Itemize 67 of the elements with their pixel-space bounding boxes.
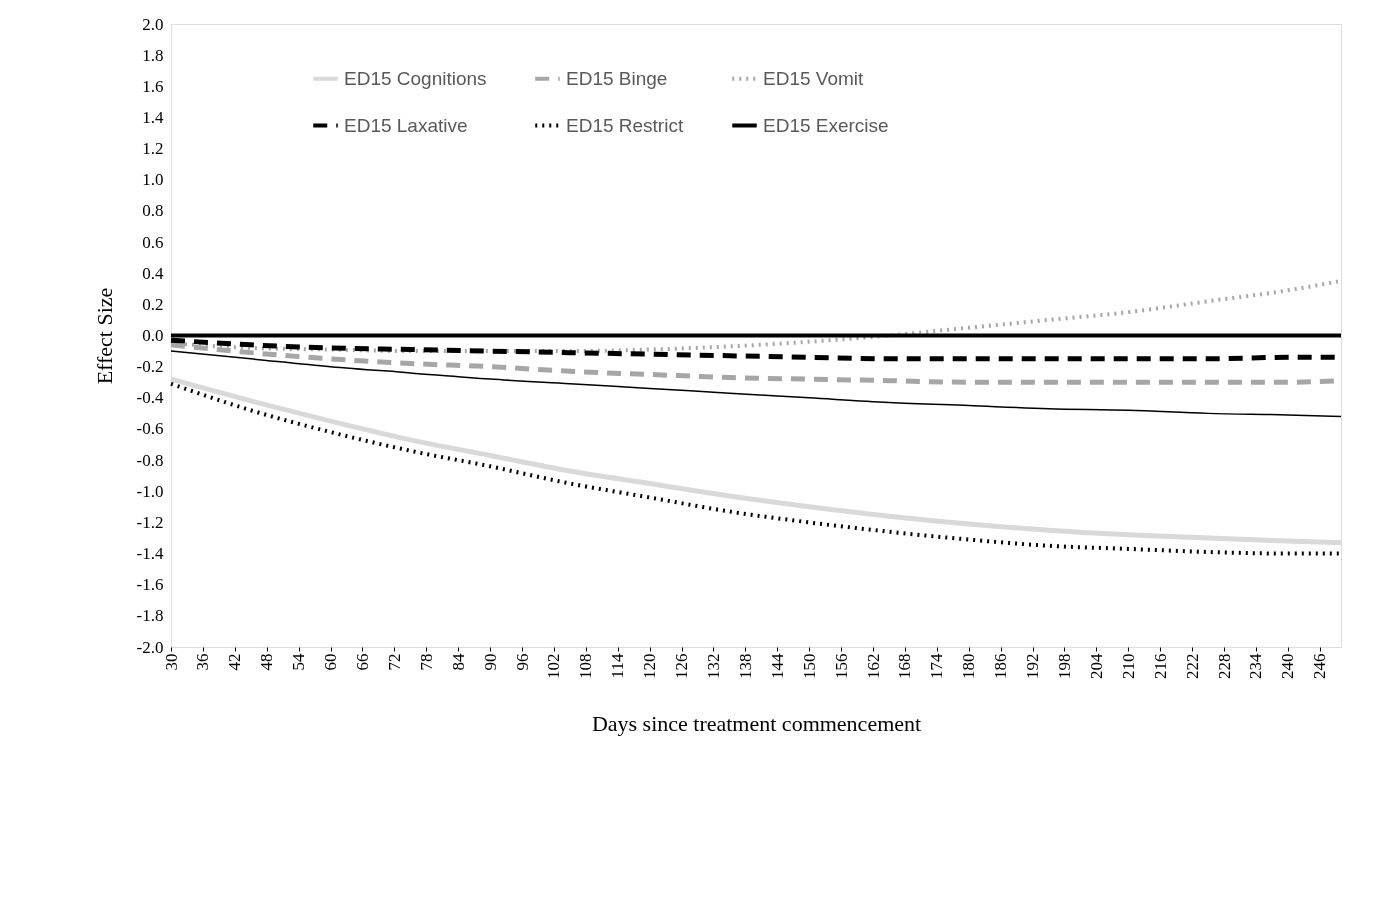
y-axis-title: Effect Size bbox=[91, 287, 117, 385]
y-tick-label: 0.4 bbox=[142, 263, 164, 283]
x-tick-label: 216 bbox=[1150, 653, 1170, 679]
x-tick-label: 84 bbox=[448, 653, 468, 671]
y-tick-label: 0.2 bbox=[142, 294, 164, 314]
x-tick-label: 114 bbox=[608, 653, 628, 679]
x-tick-label: 42 bbox=[225, 653, 245, 671]
legend-label: ED15 Exercise bbox=[763, 114, 889, 136]
y-tick-label: 1.8 bbox=[142, 45, 164, 65]
x-tick-label: 240 bbox=[1278, 653, 1298, 679]
x-tick-label: 174 bbox=[927, 653, 947, 679]
y-tick-label: -1.4 bbox=[136, 544, 164, 564]
x-tick-label: 186 bbox=[991, 653, 1011, 679]
x-tick-label: 66 bbox=[352, 653, 372, 671]
y-tick-label: -0.4 bbox=[136, 388, 164, 408]
legend-label: ED15 Binge bbox=[566, 67, 668, 89]
legend-label: ED15 Cognitions bbox=[344, 67, 487, 89]
y-tick-label: 1.0 bbox=[142, 170, 164, 190]
line-series bbox=[170, 350, 1342, 418]
y-tick-label: 1.2 bbox=[142, 139, 164, 159]
y-tick-label: -0.6 bbox=[136, 419, 164, 439]
x-tick-label: 132 bbox=[703, 653, 723, 679]
y-tick-label: 1.4 bbox=[142, 107, 164, 127]
x-tick-label: 126 bbox=[672, 653, 692, 679]
x-tick-label: 192 bbox=[1023, 653, 1043, 679]
x-tick-label: 36 bbox=[193, 653, 213, 671]
x-tick-label: 102 bbox=[544, 653, 564, 679]
legend-label: ED15 Laxative bbox=[344, 114, 468, 136]
x-tick-label: 72 bbox=[384, 653, 404, 671]
x-tick-label: 60 bbox=[321, 653, 341, 671]
legend-label: ED15 Restrict bbox=[566, 114, 684, 136]
x-tick-label: 198 bbox=[1054, 653, 1074, 679]
x-tick-label: 156 bbox=[831, 653, 851, 679]
x-tick-label: 150 bbox=[799, 653, 819, 679]
x-tick-label: 168 bbox=[895, 653, 915, 679]
x-tick-label: 90 bbox=[480, 653, 500, 671]
y-tick-label: -2.0 bbox=[136, 637, 164, 657]
x-tick-label: 246 bbox=[1310, 653, 1330, 679]
y-tick-label: 2.0 bbox=[142, 14, 164, 34]
x-tick-label: 120 bbox=[640, 653, 660, 679]
x-tick-label: 78 bbox=[416, 653, 436, 671]
x-axis-title: Days since treatment commencement bbox=[591, 711, 922, 736]
x-tick-label: 138 bbox=[735, 653, 755, 679]
x-tick-label: 228 bbox=[1214, 653, 1234, 679]
x-tick-label: 222 bbox=[1182, 653, 1202, 679]
y-tick-label: -1.6 bbox=[136, 575, 164, 595]
y-tick-label: -1.8 bbox=[136, 606, 164, 626]
y-tick-label: -1.0 bbox=[136, 481, 164, 501]
y-tick-label: 0.6 bbox=[142, 232, 164, 252]
x-tick-label: 108 bbox=[576, 653, 596, 679]
y-tick-label: 0.8 bbox=[142, 201, 164, 221]
y-tick-label: -0.8 bbox=[136, 450, 164, 470]
x-tick-label: 162 bbox=[863, 653, 883, 679]
x-tick-label: 54 bbox=[289, 653, 309, 671]
x-tick-label: 144 bbox=[767, 653, 787, 679]
x-tick-label: 234 bbox=[1246, 653, 1266, 679]
y-tick-label: 0.0 bbox=[142, 326, 164, 345]
y-tick-label: 1.6 bbox=[142, 76, 164, 96]
x-tick-label: 48 bbox=[257, 653, 277, 671]
x-tick-label: 210 bbox=[1118, 653, 1138, 679]
x-tick-label: 96 bbox=[512, 653, 532, 671]
x-tick-label: 30 bbox=[161, 653, 181, 671]
y-tick-label: -0.2 bbox=[136, 357, 164, 377]
legend-label: ED15 Vomit bbox=[763, 67, 865, 89]
x-tick-label: 180 bbox=[959, 653, 979, 679]
x-tick-label: 204 bbox=[1086, 653, 1106, 679]
y-tick-label: -1.2 bbox=[136, 512, 164, 532]
